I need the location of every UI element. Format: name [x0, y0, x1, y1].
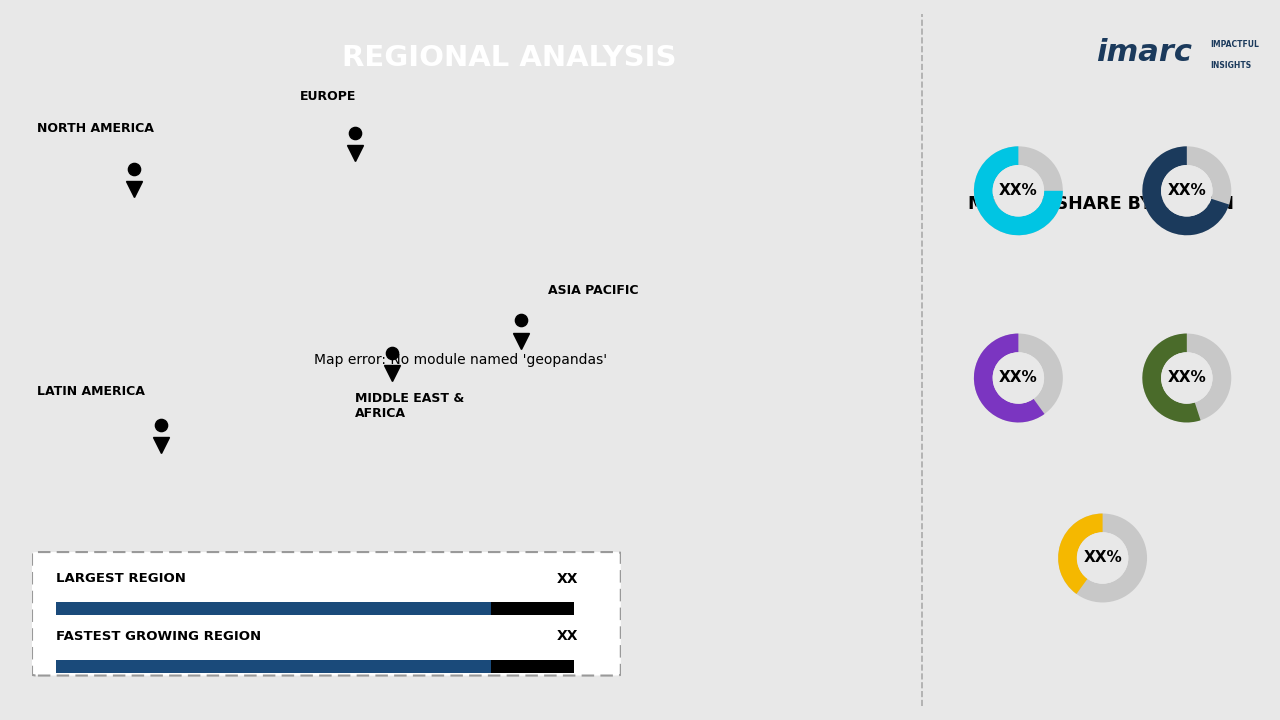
Text: IMPACTFUL: IMPACTFUL [1211, 40, 1260, 49]
FancyBboxPatch shape [55, 660, 492, 673]
Text: XX: XX [557, 629, 579, 644]
Wedge shape [1142, 146, 1231, 235]
Text: XX%: XX% [998, 184, 1038, 198]
Text: MIDDLE EAST &
AFRICA: MIDDLE EAST & AFRICA [355, 392, 465, 420]
Text: EUROPE: EUROPE [300, 90, 356, 103]
Wedge shape [1142, 146, 1229, 235]
Circle shape [992, 352, 1044, 404]
Wedge shape [974, 333, 1062, 423]
Text: imarc: imarc [1096, 38, 1192, 67]
FancyBboxPatch shape [492, 660, 573, 673]
Text: XX%: XX% [1083, 551, 1123, 565]
Text: XX%: XX% [1167, 184, 1206, 198]
Wedge shape [1142, 333, 1231, 423]
Wedge shape [974, 333, 1044, 423]
Wedge shape [974, 146, 1062, 235]
Text: NORTH AMERICA: NORTH AMERICA [37, 122, 154, 135]
Text: LATIN AMERICA: LATIN AMERICA [37, 385, 145, 398]
Wedge shape [974, 146, 1062, 235]
Text: LARGEST REGION: LARGEST REGION [55, 572, 186, 585]
Wedge shape [1142, 333, 1201, 423]
Wedge shape [1059, 513, 1147, 603]
Text: Map error: No module named 'geopandas': Map error: No module named 'geopandas' [314, 353, 608, 367]
Text: ASIA PACIFIC: ASIA PACIFIC [548, 284, 639, 297]
Circle shape [1161, 165, 1212, 217]
Text: XX%: XX% [1167, 371, 1206, 385]
Text: INSIGHTS: INSIGHTS [1211, 61, 1252, 70]
Text: REGIONAL ANALYSIS: REGIONAL ANALYSIS [342, 44, 676, 71]
Circle shape [1076, 532, 1129, 584]
Text: XX: XX [557, 572, 579, 585]
Text: XX%: XX% [998, 371, 1038, 385]
FancyBboxPatch shape [492, 603, 573, 615]
Circle shape [1161, 352, 1212, 404]
Circle shape [992, 165, 1044, 217]
Wedge shape [1059, 513, 1102, 594]
Text: MARKET SHARE BY REGION: MARKET SHARE BY REGION [968, 195, 1234, 213]
FancyBboxPatch shape [55, 603, 492, 615]
Text: FASTEST GROWING REGION: FASTEST GROWING REGION [55, 630, 261, 643]
FancyBboxPatch shape [32, 552, 621, 675]
